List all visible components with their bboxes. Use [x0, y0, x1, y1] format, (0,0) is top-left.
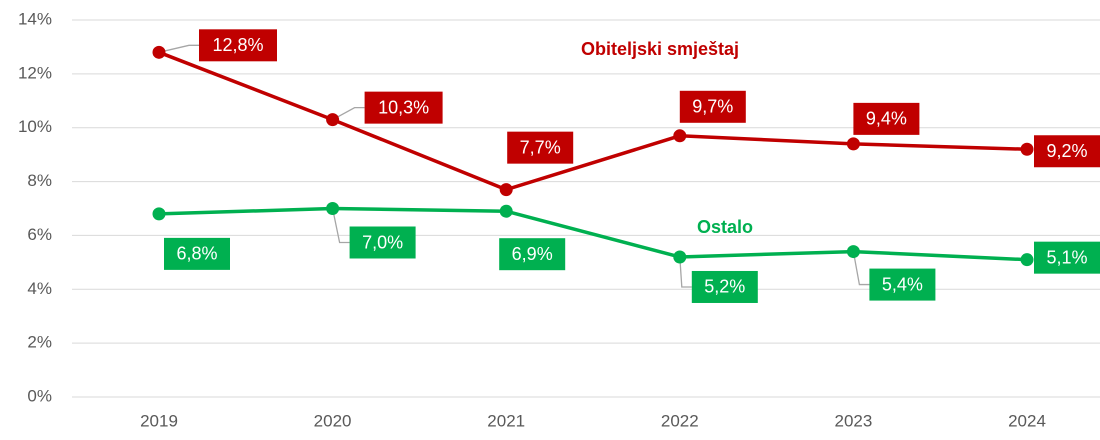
marker: [846, 137, 860, 151]
leader-line: [679, 256, 692, 288]
marker: [846, 245, 860, 259]
series-name: Ostalo: [697, 217, 753, 237]
data-label: 6,9%: [512, 244, 553, 264]
label-box: [507, 131, 574, 164]
leader-line: [332, 106, 365, 121]
label-box: [679, 90, 746, 123]
y-tick-label: 4%: [27, 279, 52, 298]
data-label: 10,3%: [378, 97, 429, 117]
y-tick-label: 10%: [18, 117, 52, 136]
data-label: 12,8%: [212, 35, 263, 55]
marker: [499, 204, 513, 218]
label-box: [199, 29, 277, 62]
label-box: [499, 238, 566, 271]
data-label: 7,0%: [362, 232, 403, 252]
y-tick-label: 12%: [18, 63, 52, 82]
label-box: [164, 237, 230, 270]
series-line: [158, 206, 1028, 262]
series-line: [158, 50, 1028, 192]
x-tick-label: 2022: [661, 411, 699, 430]
x-tick-label: 2020: [314, 411, 352, 430]
marker: [673, 129, 687, 143]
x-tick-label: 2024: [1008, 411, 1046, 430]
y-tick-label: 2%: [27, 333, 52, 352]
marker: [1020, 142, 1034, 156]
y-tick-label: 6%: [27, 225, 52, 244]
y-tick-label: 8%: [27, 171, 52, 190]
data-label: 9,7%: [692, 97, 733, 117]
marker: [326, 113, 340, 127]
x-tick-label: 2019: [140, 411, 178, 430]
data-label: 7,7%: [520, 137, 561, 157]
data-label: 5,2%: [704, 277, 745, 297]
data-label: 5,1%: [1046, 247, 1087, 267]
x-tick-label: 2021: [487, 411, 525, 430]
data-label: 9,4%: [866, 109, 907, 129]
label-box: [349, 226, 416, 259]
data-label: 6,8%: [176, 244, 217, 264]
label-box: [869, 268, 936, 301]
y-tick-label: 0%: [27, 386, 52, 405]
leader-line: [331, 208, 350, 244]
label-box: [1034, 241, 1100, 274]
data-label: 5,4%: [882, 274, 923, 294]
marker: [326, 202, 340, 215]
series-name: Obiteljski smještaj: [581, 39, 739, 59]
leader-line: [158, 44, 199, 53]
label-box: [691, 270, 758, 303]
marker: [152, 207, 166, 221]
label-box: [1034, 135, 1100, 168]
marker: [673, 250, 687, 264]
x-tick-label: 2023: [834, 411, 872, 430]
marker: [152, 45, 166, 59]
marker: [1020, 253, 1034, 267]
y-tick-label: 14%: [18, 9, 52, 28]
marker: [499, 183, 513, 197]
label-box: [853, 102, 920, 135]
data-label: 9,2%: [1046, 141, 1087, 161]
label-box: [364, 91, 443, 124]
leader-line: [852, 251, 870, 286]
